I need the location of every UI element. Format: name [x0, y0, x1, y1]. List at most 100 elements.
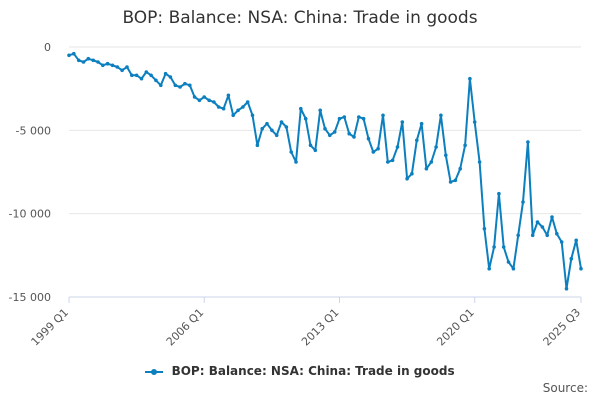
data-point: [477, 160, 482, 164]
data-point: [332, 130, 337, 134]
data-point: [376, 146, 380, 151]
data-point: [352, 135, 356, 139]
data-point: [86, 56, 91, 61]
data-point: [506, 260, 511, 264]
axis-layer: 0 -5 000 -10 000 -15 000 1999 Q1 2006 Q1 2013 …: [9, 41, 584, 348]
data-point: [308, 143, 313, 148]
data-point: [236, 108, 240, 113]
data-point: [361, 116, 366, 121]
source-label: Source:: [542, 381, 588, 395]
data-point: [241, 105, 245, 109]
data-point: [569, 256, 574, 261]
data-point: [183, 81, 187, 86]
data-point: [328, 133, 332, 138]
data-point: [294, 160, 298, 164]
data-point: [274, 133, 279, 138]
data-point: [221, 106, 226, 111]
data-point: [395, 145, 400, 149]
chart-plot: 0 -5 000 -10 000 -15 000 1999 Q1 2006 Q1 2013 …: [9, 41, 584, 348]
data-point: [101, 63, 105, 68]
data-point: [347, 131, 352, 136]
data-point: [226, 93, 231, 98]
data-point: [371, 150, 376, 154]
series-line: [68, 52, 582, 290]
data-point: [419, 121, 424, 126]
data-point: [574, 238, 578, 243]
data-point: [202, 95, 206, 99]
data-point: [265, 121, 269, 126]
data-point: [173, 83, 178, 88]
y-tick-label: -15 000: [9, 291, 51, 304]
data-point: [260, 126, 265, 131]
data-point: [139, 76, 144, 81]
data-point: [96, 60, 100, 64]
data-point: [511, 266, 516, 271]
data-point: [424, 166, 429, 171]
data-point: [410, 171, 414, 176]
data-point: [197, 98, 202, 103]
data-point: [159, 83, 163, 88]
data-point: [405, 176, 409, 181]
data-point: [521, 200, 525, 204]
data-point: [453, 178, 458, 183]
data-point: [125, 65, 129, 69]
data-point: [415, 138, 419, 143]
data-point: [149, 73, 153, 78]
data-point: [429, 160, 434, 164]
data-point: [134, 73, 139, 78]
data-point: [144, 70, 149, 74]
x-tick-label: 2013 Q1: [299, 306, 342, 349]
data-point: [110, 63, 115, 68]
data-point: [444, 153, 448, 158]
data-point: [284, 125, 289, 129]
data-point: [487, 266, 492, 271]
chart-title: BOP: Balance: NSA: China: Trade in goods: [122, 8, 478, 28]
data-point: [535, 220, 540, 224]
y-tick-label: -10 000: [9, 208, 51, 221]
data-point: [337, 116, 342, 121]
legend-line-marker-icon: [145, 367, 164, 377]
data-point: [67, 53, 71, 58]
data-point: [463, 143, 467, 148]
data-point: [91, 58, 95, 63]
data-point: [482, 226, 487, 231]
data-point: [192, 95, 197, 99]
data-point: [255, 143, 260, 148]
data-point: [559, 240, 564, 244]
data-point: [115, 65, 120, 69]
data-point: [303, 116, 308, 121]
data-point: [105, 61, 110, 66]
data-point: [342, 115, 347, 119]
data-point: [245, 100, 250, 104]
data-point: [250, 113, 255, 118]
data-point: [366, 136, 371, 141]
data-point: [318, 108, 323, 113]
data-point: [72, 51, 76, 56]
data-point: [501, 245, 506, 249]
series-layer: [67, 51, 583, 291]
x-tick-label: 1999 Q1: [29, 306, 72, 349]
data-point: [188, 83, 192, 88]
data-point: [468, 76, 472, 81]
data-point: [279, 120, 284, 124]
data-point: [357, 115, 361, 119]
y-tick-label: 0: [44, 41, 51, 54]
x-tick-label: 2006 Q1: [164, 306, 207, 349]
legend[interactable]: BOP: Balance: NSA: China: Trade in goods: [0, 364, 600, 378]
data-point: [386, 160, 390, 164]
data-point: [448, 180, 453, 184]
data-point: [516, 233, 520, 238]
data-point: [154, 78, 158, 83]
data-point: [323, 126, 327, 131]
data-point: [439, 113, 443, 118]
data-point: [579, 266, 583, 271]
data-point: [207, 98, 211, 103]
data-point: [120, 68, 124, 73]
data-point: [390, 158, 395, 163]
data-point: [313, 148, 318, 153]
data-point: [540, 225, 545, 229]
data-point: [212, 100, 216, 104]
data-point: [526, 140, 530, 144]
data-point: [289, 150, 294, 154]
data-point: [270, 128, 274, 133]
